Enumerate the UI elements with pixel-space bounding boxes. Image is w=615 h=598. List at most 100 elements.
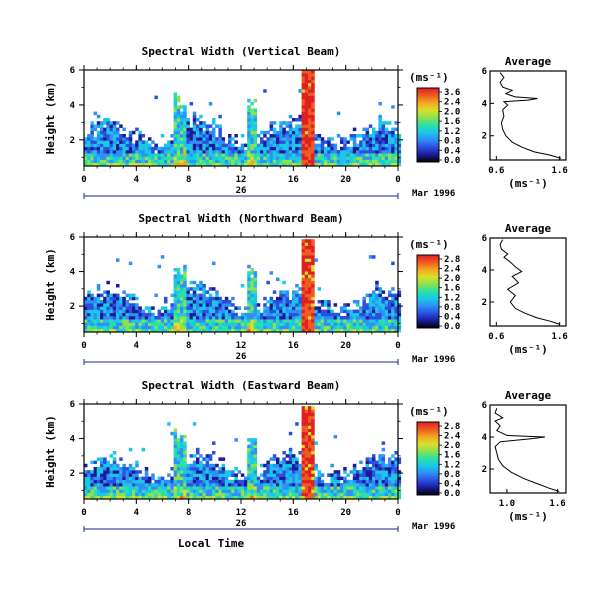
heatmap-cell	[311, 319, 315, 323]
heatmap-cell	[106, 296, 110, 301]
heatmap-cell	[90, 489, 94, 493]
heatmap-cell	[228, 137, 232, 141]
heatmap-cell	[253, 156, 258, 160]
heatmap-cell	[180, 306, 184, 310]
heatmap-cell	[391, 293, 395, 298]
heatmap-cell	[260, 319, 264, 323]
heatmap-cell	[327, 156, 331, 160]
heatmap-cell	[170, 140, 174, 144]
heatmap-cell	[301, 70, 306, 74]
heatmap-cell	[103, 118, 107, 122]
heatmap-cell	[372, 150, 376, 154]
heatmap-cell	[266, 150, 270, 154]
heatmap-cell	[250, 457, 254, 461]
heatmap-cell	[285, 476, 290, 481]
heatmap-cell	[237, 492, 242, 497]
heatmap-cell	[375, 476, 379, 481]
heatmap-cell	[135, 328, 139, 333]
heatmap-cell	[234, 140, 238, 144]
heatmap-cell	[144, 489, 149, 493]
heatmap-cell	[112, 319, 117, 323]
heatmap-cells	[84, 406, 402, 500]
heatmap-cell	[96, 130, 101, 135]
heatmap-cell	[148, 306, 152, 310]
heatmap-cell	[176, 121, 181, 125]
heatmap-cell	[365, 319, 370, 323]
heatmap-cell	[292, 127, 296, 132]
heatmap-cell	[320, 159, 325, 164]
heatmap-cell	[192, 476, 197, 481]
heatmap-cell	[263, 495, 267, 500]
heatmap-cell	[202, 463, 206, 468]
heatmap-cell	[272, 486, 277, 490]
heatmap-cell	[144, 140, 149, 144]
heatmap-cell	[183, 121, 187, 125]
heatmap-cell	[362, 467, 366, 471]
heatmap-cell	[356, 483, 360, 487]
heatmap-cell	[196, 150, 200, 154]
heatmap-cell	[266, 130, 270, 135]
heatmap-cell	[167, 325, 171, 330]
heatmap-cell	[196, 293, 200, 298]
heatmap-cell	[170, 159, 174, 164]
heatmap-cell	[93, 143, 98, 148]
heatmap-cell	[224, 146, 229, 151]
heatmap-cell	[368, 495, 373, 500]
heatmap-cell	[304, 268, 309, 272]
heatmap-cell	[170, 486, 174, 490]
heatmap-cell	[224, 328, 229, 333]
heatmap-cell	[375, 303, 379, 307]
heatmap-cell	[205, 470, 210, 474]
heatmap-cell	[311, 425, 315, 429]
heatmap-cell	[154, 479, 158, 484]
heatmap-cell	[308, 162, 312, 167]
heatmap-cell	[356, 489, 360, 493]
heatmap-cell	[186, 127, 190, 132]
heatmap-cell	[292, 140, 296, 144]
heatmap-cell	[122, 162, 126, 167]
heatmap-cell	[301, 98, 306, 103]
heatmap-cell	[301, 306, 306, 310]
heatmap-cell	[84, 159, 88, 164]
heatmap-cell	[250, 280, 254, 285]
heatmap-cell	[144, 470, 149, 474]
heatmap-cell	[314, 134, 318, 138]
heatmap-cell	[288, 150, 293, 154]
heatmap-cell	[173, 296, 178, 301]
heatmap-cell	[301, 153, 306, 157]
heatmap-cell	[138, 159, 142, 164]
heatmap-cell	[311, 415, 315, 420]
heatmap-cell	[272, 140, 277, 144]
heatmap-cell	[250, 102, 254, 106]
heatmap-cell	[247, 451, 251, 455]
heatmap-cell	[368, 460, 373, 465]
heatmap-cell	[394, 137, 398, 141]
heatmap-cell	[372, 454, 376, 458]
heatmap-cell	[215, 470, 219, 474]
heatmap-cell	[183, 435, 187, 439]
heatmap-cell	[170, 153, 174, 157]
heatmap-cell	[253, 470, 258, 474]
heatmap-cell	[103, 486, 107, 490]
heatmap-cell	[237, 319, 242, 323]
heatmap-cell	[250, 114, 254, 119]
heatmap-cell	[256, 492, 261, 497]
heatmap-cell	[148, 489, 152, 493]
heatmap-cell	[295, 146, 299, 151]
heatmap-cell	[106, 316, 110, 320]
heatmap-cell	[378, 287, 382, 291]
heatmap-cell	[301, 486, 306, 490]
heatmap-cell	[304, 92, 309, 96]
heatmap-cell	[378, 118, 382, 122]
heatmap-cell	[240, 486, 245, 490]
heatmap-cell	[308, 463, 312, 468]
heatmap-cell	[212, 150, 216, 154]
heatmap-cell	[87, 325, 91, 330]
heatmap-cell	[141, 134, 146, 138]
heatmap-cell	[311, 454, 315, 458]
heatmap-cell	[352, 476, 357, 481]
heatmap-cell	[311, 428, 315, 433]
heatmap-cell	[391, 467, 395, 471]
heatmap-cell	[324, 319, 328, 323]
heatmap-cell	[365, 162, 370, 167]
